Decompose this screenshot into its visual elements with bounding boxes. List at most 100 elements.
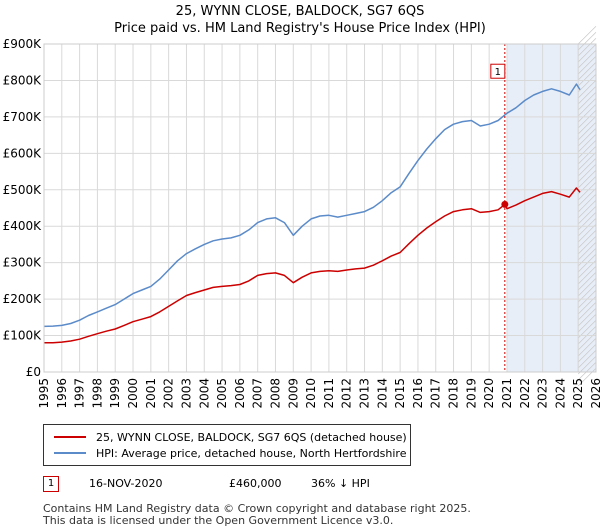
x-tick-label: 2010 (304, 378, 318, 409)
chart-subtitle: Price paid vs. HM Land Registry's House … (114, 21, 486, 36)
hatch-line (577, 343, 597, 363)
x-tick-label: 2004 (197, 378, 211, 409)
sale-point (501, 200, 509, 208)
hatch-line (577, 199, 597, 219)
x-tick-label: 2008 (268, 378, 282, 409)
x-tick-label: 2001 (144, 378, 158, 409)
hatch-line (577, 55, 597, 75)
chart-title: 25, WYNN CLOSE, BALDOCK, SG7 6QS (175, 4, 425, 19)
hatch-line (577, 43, 597, 63)
x-tick-label: 2007 (251, 378, 265, 409)
hatch-line (577, 97, 597, 117)
plot-area (44, 44, 596, 372)
hatch-line (577, 115, 597, 135)
hatch-line (577, 67, 597, 87)
x-tick-label: 2000 (126, 378, 140, 409)
x-tick-label: 2024 (553, 378, 567, 409)
hatch-line (577, 157, 597, 177)
x-tick-label: 2025 (571, 378, 585, 409)
x-tick-label: 1996 (55, 378, 69, 409)
hatch-line (577, 37, 597, 57)
y-tick-label: £900K (3, 37, 43, 51)
x-tick-label: 2009 (286, 378, 300, 409)
y-tick-label: £400K (3, 219, 43, 233)
hatch-line (577, 361, 597, 381)
hatch-line (577, 133, 597, 153)
hatch-line (577, 103, 597, 123)
x-tick-label: 2013 (358, 378, 372, 409)
hatch-line (577, 31, 597, 51)
hatch-line (577, 337, 597, 357)
sale-price: £460,000 (229, 477, 282, 490)
y-tick-label: £200K (3, 292, 43, 306)
x-tick-label: 2003 (179, 378, 193, 409)
sale-label-text: 1 (495, 67, 501, 78)
x-tick-label: 2005 (215, 378, 229, 409)
hatch-line (577, 205, 597, 225)
x-tick-label: 2021 (500, 378, 514, 409)
hatch-line (577, 367, 597, 387)
hatch-line (577, 277, 597, 297)
legend-swatch-property (54, 436, 86, 438)
sale-hpi-diff: 36% ↓ HPI (311, 477, 370, 490)
hatch-line (577, 187, 597, 207)
plot-border (43, 43, 597, 373)
hatch-line (577, 217, 597, 237)
hatch-line (577, 355, 597, 375)
hatch-line (577, 109, 597, 129)
hatch-line (577, 127, 597, 147)
hatch-line (577, 85, 597, 105)
hatch-line (577, 163, 597, 183)
hatch-line (577, 193, 597, 213)
x-tick-label: 1999 (108, 378, 122, 409)
hatch-line (577, 169, 597, 189)
hatch-line (577, 319, 597, 339)
x-tick-label: 2014 (375, 378, 389, 409)
legend-label-hpi: HPI: Average price, detached house, Nort… (96, 446, 407, 460)
hatch-line (577, 61, 597, 81)
hatch-line (577, 91, 597, 111)
y-tick-label: £700K (3, 110, 43, 124)
hatch-line (577, 229, 597, 249)
hatch-line (577, 151, 597, 171)
hatch-line (577, 121, 597, 141)
hatch-line (577, 235, 597, 255)
legend-item-hpi: HPI: Average price, detached house, Nort… (54, 446, 406, 460)
legend-label-property: 25, WYNN CLOSE, BALDOCK, SG7 6QS (detach… (96, 430, 407, 444)
hatch-line (577, 73, 597, 93)
y-tick-label: £0 (26, 365, 41, 379)
x-tick-label: 2022 (518, 378, 532, 409)
hatch-line (577, 79, 597, 99)
x-tick-label: 2023 (536, 378, 550, 409)
footer-licence: This data is licensed under the Open Gov… (43, 514, 394, 527)
hatch-line (577, 211, 597, 231)
chart-legend: 25, WYNN CLOSE, BALDOCK, SG7 6QS (detach… (43, 424, 411, 466)
y-tick-label: £800K (3, 73, 43, 87)
hatch-line (577, 349, 597, 369)
hatch-line (577, 49, 597, 69)
x-tick-label: 2011 (322, 378, 336, 409)
y-tick-label: £600K (3, 146, 43, 160)
hatch-line (577, 313, 597, 333)
hatch-line (577, 139, 597, 159)
x-tick-label: 2015 (393, 378, 407, 409)
legend-swatch-hpi (54, 452, 86, 454)
x-tick-label: 1997 (73, 378, 87, 409)
hatch-line (577, 175, 597, 195)
y-tick-label: £500K (3, 183, 43, 197)
hatch-line (577, 25, 597, 45)
y-tick-label: £300K (3, 256, 43, 270)
hatch-line (577, 181, 597, 201)
x-tick-label: 2018 (447, 378, 461, 409)
x-tick-label: 1995 (37, 378, 51, 409)
hatch-line (577, 265, 597, 285)
x-tick-label: 2006 (233, 378, 247, 409)
x-tick-label: 2016 (411, 378, 425, 409)
x-tick-label: 2019 (464, 378, 478, 409)
footer-copyright: Contains HM Land Registry data © Crown c… (43, 502, 471, 515)
hatch-line (577, 271, 597, 291)
hatch-line (577, 223, 597, 243)
x-tick-label: 2026 (589, 378, 600, 409)
x-tick-label: 2012 (340, 378, 354, 409)
x-tick-label: 2002 (162, 378, 176, 409)
